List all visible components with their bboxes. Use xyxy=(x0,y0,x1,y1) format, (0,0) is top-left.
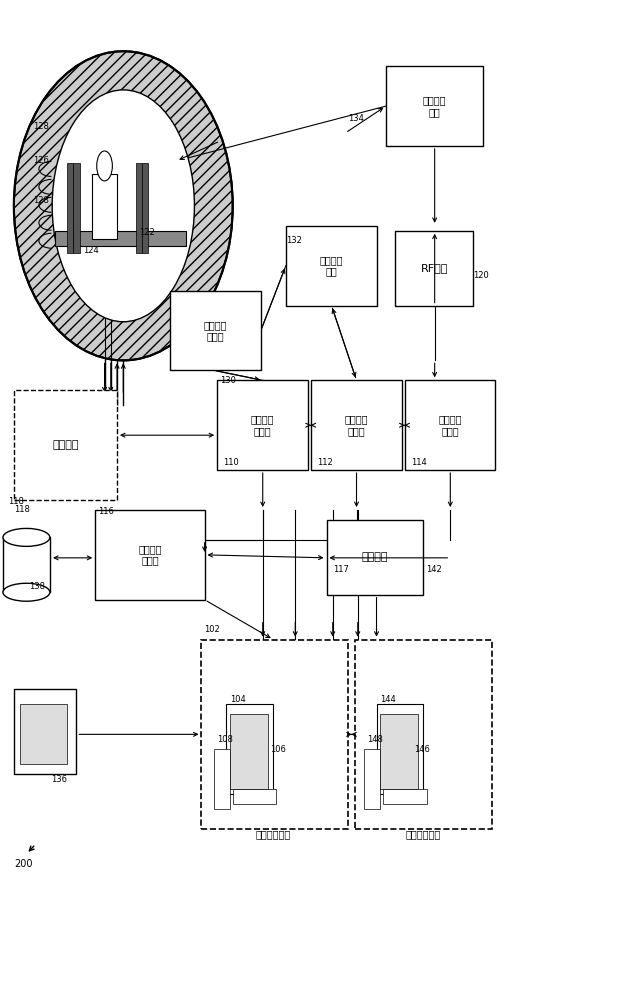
Text: 138: 138 xyxy=(30,582,45,591)
Text: 患者定位
系统: 患者定位 系统 xyxy=(423,95,446,117)
Bar xyxy=(230,714,268,789)
Text: 132: 132 xyxy=(286,236,301,245)
Bar xyxy=(311,380,401,470)
Ellipse shape xyxy=(52,90,195,322)
Text: 数据处理
服务器: 数据处理 服务器 xyxy=(438,414,462,436)
Text: 110: 110 xyxy=(224,458,239,467)
Text: 118: 118 xyxy=(14,505,30,514)
Text: 146: 146 xyxy=(414,745,430,754)
Bar xyxy=(383,789,426,804)
Bar xyxy=(217,380,308,470)
Bar xyxy=(55,231,186,246)
Bar xyxy=(73,163,80,253)
Bar xyxy=(395,231,474,306)
Bar xyxy=(286,226,377,306)
Text: 128: 128 xyxy=(33,196,48,205)
Bar xyxy=(380,714,418,789)
Text: 117: 117 xyxy=(333,565,349,574)
Bar xyxy=(14,689,77,774)
Text: 124: 124 xyxy=(83,246,99,255)
Text: 126: 126 xyxy=(33,156,48,165)
Ellipse shape xyxy=(97,151,112,181)
Text: 116: 116 xyxy=(99,507,114,516)
Bar xyxy=(170,291,261,370)
Text: 118: 118 xyxy=(8,497,23,506)
Text: 106: 106 xyxy=(270,745,286,754)
Bar xyxy=(214,749,230,809)
Text: 数据获取
服务器: 数据获取 服务器 xyxy=(344,414,368,436)
Text: 148: 148 xyxy=(367,735,383,744)
Bar xyxy=(233,789,276,804)
Ellipse shape xyxy=(3,528,50,546)
Bar xyxy=(364,749,380,809)
Bar xyxy=(14,390,117,500)
Text: 112: 112 xyxy=(317,458,333,467)
Text: 数据存储
服务器: 数据存储 服务器 xyxy=(138,544,161,566)
Text: 108: 108 xyxy=(217,735,233,744)
Text: 操作者工作站: 操作者工作站 xyxy=(256,829,291,839)
Text: 扫描房间
接口: 扫描房间 接口 xyxy=(320,255,343,276)
Text: 120: 120 xyxy=(474,271,489,280)
Text: 联网的工作站: 联网的工作站 xyxy=(406,829,441,839)
Text: 200: 200 xyxy=(14,859,33,869)
Bar xyxy=(327,520,423,595)
Ellipse shape xyxy=(3,583,50,601)
Text: 130: 130 xyxy=(220,376,236,385)
Text: 脉冲序列
服务器: 脉冲序列 服务器 xyxy=(251,414,274,436)
Bar xyxy=(95,510,205,600)
Bar xyxy=(377,704,423,794)
Bar xyxy=(3,537,50,592)
Text: 134: 134 xyxy=(349,114,364,123)
Text: 144: 144 xyxy=(380,695,396,704)
Text: 114: 114 xyxy=(411,458,426,467)
Bar xyxy=(355,640,492,829)
Text: 生理获取
控制器: 生理获取 控制器 xyxy=(203,320,227,341)
Text: 142: 142 xyxy=(426,565,442,574)
Bar xyxy=(20,704,67,764)
Text: 102: 102 xyxy=(205,625,220,634)
Text: 122: 122 xyxy=(139,228,154,237)
Bar xyxy=(136,163,142,253)
Ellipse shape xyxy=(14,51,233,360)
Bar xyxy=(404,380,495,470)
Bar xyxy=(386,66,483,146)
Bar xyxy=(67,163,73,253)
Bar xyxy=(92,174,117,239)
Text: 影像重建: 影像重建 xyxy=(362,552,388,562)
Text: 128: 128 xyxy=(33,122,48,131)
Bar xyxy=(227,704,273,794)
Text: 梯度系统: 梯度系统 xyxy=(52,440,78,450)
Bar xyxy=(142,163,148,253)
Text: RF系统: RF系统 xyxy=(421,263,448,273)
Text: 136: 136 xyxy=(51,775,67,784)
Text: 104: 104 xyxy=(230,695,246,704)
Bar xyxy=(202,640,349,829)
